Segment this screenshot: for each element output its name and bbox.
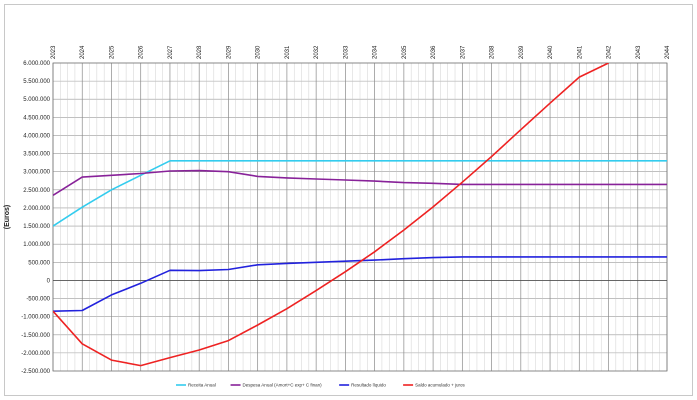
y-tick-label: 5.000.000 bbox=[23, 97, 50, 103]
chart-frame bbox=[4, 4, 693, 396]
y-tick-label: 4.000.000 bbox=[23, 133, 50, 139]
legend-label: Despesa Anual (Amort+C exp+ C finan) bbox=[243, 383, 323, 388]
y-tick-label: -2.000.000 bbox=[21, 351, 50, 357]
y-tick-label: -2.500.000 bbox=[21, 369, 50, 375]
y-tick-label: 5.500.000 bbox=[23, 79, 50, 85]
x-axis-ticks: 2023 2024 2025 2026 2027 2028 2029 2030 2031 2032… bbox=[51, 45, 671, 59]
y-tick-label: 2.500.000 bbox=[23, 188, 50, 194]
legend-label: Resultado líquido bbox=[351, 383, 386, 388]
x-tick-label: 2032 bbox=[314, 45, 320, 59]
y-tick-label: -1.500.000 bbox=[21, 333, 50, 339]
y-axis-ticks: 6.000.000 5.500.000 5.000.000 4.500.000 4.00… bbox=[21, 61, 50, 375]
x-tick-label: 2030 bbox=[256, 45, 262, 59]
x-tick-label: 2024 bbox=[80, 45, 86, 59]
series-line bbox=[53, 160, 667, 227]
x-tick-label: 2027 bbox=[168, 45, 174, 59]
y-tick-label: 4.500.000 bbox=[23, 115, 50, 121]
x-tick-label: 2038 bbox=[490, 45, 496, 59]
y-tick-label: 1.500.000 bbox=[23, 224, 50, 230]
x-tick-label: 2043 bbox=[636, 45, 642, 59]
series-line bbox=[53, 63, 609, 367]
x-tick-label: 2044 bbox=[665, 45, 671, 59]
x-tick-label: 2034 bbox=[373, 45, 379, 59]
series-lines bbox=[53, 63, 667, 367]
x-tick-label: 2023 bbox=[51, 45, 57, 59]
y-axis-label: (Euros) bbox=[4, 205, 11, 230]
series-line bbox=[53, 256, 667, 312]
legend: Receita Anual Despesa Anual (Amort+C exp+… bbox=[176, 383, 466, 388]
plot-border bbox=[52, 62, 668, 372]
x-tick-label: 2036 bbox=[431, 45, 437, 59]
x-tick-label: 2040 bbox=[548, 45, 554, 59]
x-tick-label: 2026 bbox=[139, 45, 145, 59]
y-tick-label: 3.500.000 bbox=[23, 152, 50, 158]
y-tick-label: 500.000 bbox=[28, 260, 50, 266]
x-tick-label: 2028 bbox=[197, 45, 203, 59]
legend-label: Saldo acumulado + juros bbox=[415, 383, 465, 388]
y-tick-label: -1.000.000 bbox=[21, 315, 50, 321]
y-tick-label: 0 bbox=[47, 278, 51, 284]
x-tick-label: 2029 bbox=[226, 45, 232, 59]
grid-lines bbox=[52, 62, 668, 372]
x-tick-label: 2033 bbox=[343, 45, 349, 59]
x-tick-label: 2037 bbox=[460, 45, 466, 59]
y-tick-label: 2.000.000 bbox=[23, 206, 50, 212]
y-tick-label: 1.000.000 bbox=[23, 242, 50, 248]
x-tick-label: 2042 bbox=[607, 45, 613, 59]
y-tick-label: 3.000.000 bbox=[23, 170, 50, 176]
x-tick-label: 2041 bbox=[577, 45, 583, 59]
y-tick-label: -500.000 bbox=[26, 297, 50, 303]
y-tick-label: 6.000.000 bbox=[23, 61, 50, 67]
x-tick-label: 2035 bbox=[402, 45, 408, 59]
series-line bbox=[53, 169, 667, 196]
legend-label: Receita Anual bbox=[188, 383, 216, 388]
x-tick-label: 2031 bbox=[285, 45, 291, 59]
x-tick-label: 2025 bbox=[109, 45, 115, 59]
x-tick-label: 2039 bbox=[519, 45, 525, 59]
